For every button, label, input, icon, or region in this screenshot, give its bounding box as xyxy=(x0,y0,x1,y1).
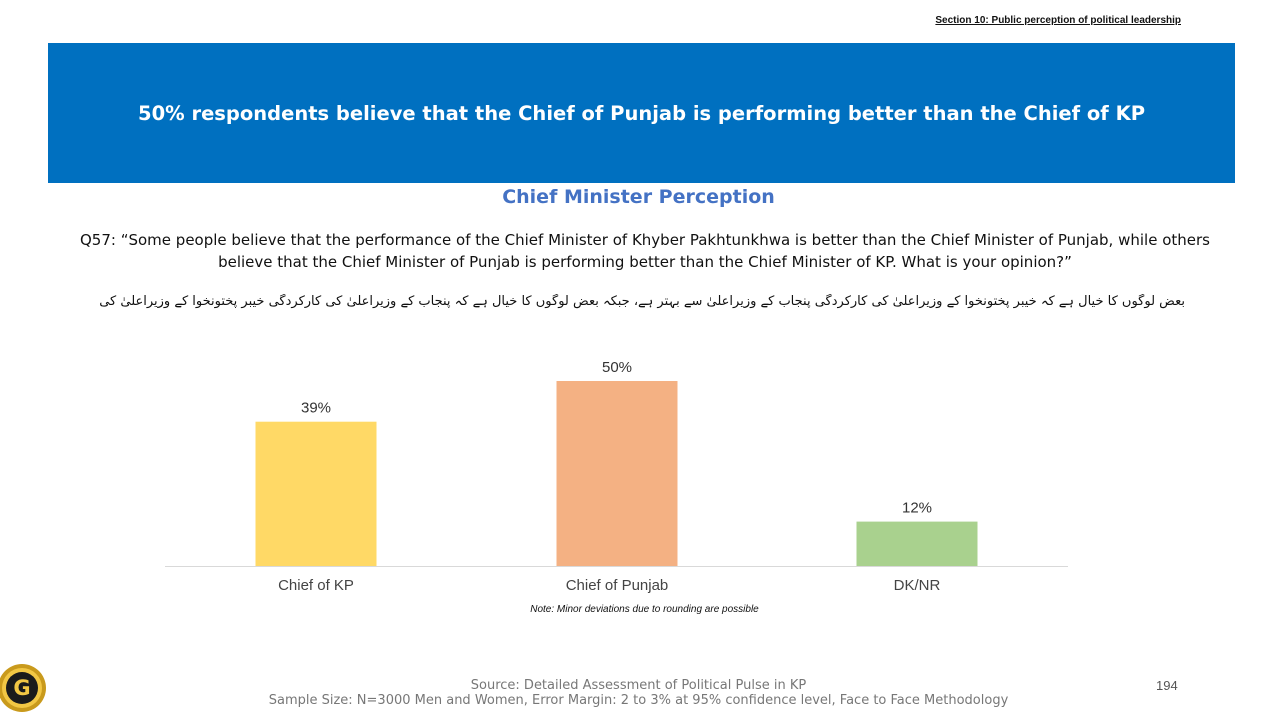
data-label: 39% xyxy=(301,400,331,417)
logo-letter: G xyxy=(13,676,30,700)
bar-dk-nr xyxy=(856,521,978,566)
data-label: 12% xyxy=(902,500,932,517)
chart-title: Chief Minister Perception xyxy=(502,186,775,208)
question-urdu: بعض لوگوں کا خیال ہے کہ خیبر پختونخوا کے… xyxy=(100,294,1185,309)
headline-banner: 50% respondents believe that the Chief o… xyxy=(48,43,1235,183)
question-line-1: Q57: “Some people believe that the perfo… xyxy=(80,231,1210,249)
question-text: Q57: “Some people believe that the perfo… xyxy=(60,229,1230,273)
source-line-1: Source: Detailed Assessment of Political… xyxy=(470,678,807,693)
bar-chart: 39% Chief of KP 50% Chief of Punjab 12% DK/NR xyxy=(165,359,1068,594)
rounding-note: Note: Minor deviations due to rounding a… xyxy=(530,604,759,615)
source-line-2: Sample Size: N=3000 Men and Women, Error… xyxy=(268,693,1009,708)
category-label: Chief of Punjab xyxy=(566,577,669,594)
data-label: 50% xyxy=(602,359,632,376)
bar-chief-of-kp xyxy=(255,421,377,566)
bar-chief-of-punjab xyxy=(556,381,678,566)
category-label: DK/NR xyxy=(894,577,941,594)
headline-text: 50% respondents believe that the Chief o… xyxy=(138,101,1145,125)
section-label: Section 10: Public perception of politic… xyxy=(935,15,1181,26)
question-line-2: believe that the Chief Minister of Punja… xyxy=(218,253,1072,271)
source-text: Source: Detailed Assessment of Political… xyxy=(0,678,1277,708)
category-label: Chief of KP xyxy=(278,577,354,594)
page-number: 194 xyxy=(1156,678,1178,693)
gallup-g-logo-icon: G xyxy=(0,664,46,712)
